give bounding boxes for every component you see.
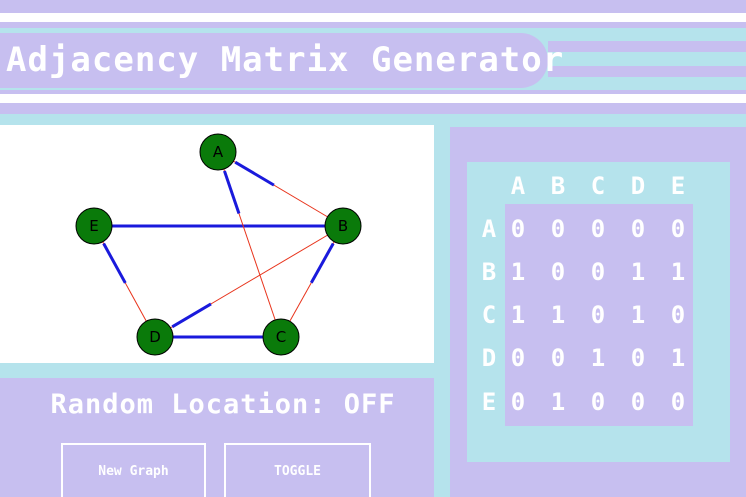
graph-edge-direction-marker	[309, 242, 335, 284]
graph-edge-direction-marker	[102, 242, 127, 284]
graph-edge-direction-marker	[171, 302, 212, 329]
graph-node-label: E	[89, 217, 98, 235]
header-stripe	[0, 90, 746, 94]
graph-node-e[interactable]: E	[75, 207, 113, 245]
random-location-status: Random Location: OFF	[50, 389, 396, 420]
header-stripe	[0, 13, 746, 22]
graph-node-circle[interactable]	[262, 318, 300, 356]
header-stripe	[0, 22, 746, 28]
graph-node-circle[interactable]	[324, 207, 362, 245]
graph-node-label: D	[149, 328, 161, 346]
matrix-cells-background	[505, 204, 693, 426]
graph-node-c[interactable]: C	[262, 318, 300, 356]
graph-node-b[interactable]: B	[324, 207, 362, 245]
graph-node-circle[interactable]	[199, 133, 237, 171]
graph-canvas[interactable]: A B C D E	[0, 125, 434, 363]
graph-node-label: A	[213, 143, 224, 161]
graph-node-label: B	[338, 217, 348, 235]
graph-node-d[interactable]: D	[136, 318, 174, 356]
title-deco-stripe	[548, 66, 746, 77]
app-title: Adjacency Matrix Generator	[6, 40, 565, 80]
graph-node-circle[interactable]	[136, 318, 174, 356]
title-pill	[0, 33, 548, 88]
header-stripe	[0, 94, 746, 103]
graph-edge-direction-marker	[223, 170, 241, 215]
graph-node-label: C	[276, 328, 286, 346]
header-band	[0, 0, 746, 13]
title-deco-stripe	[548, 41, 746, 52]
toggle-button[interactable]: TOGGLE	[224, 443, 371, 497]
graph-edge-direction-marker	[234, 160, 275, 187]
graph-node-a[interactable]: A	[199, 133, 237, 171]
new-graph-button[interactable]: New Graph	[61, 443, 206, 497]
graph-node-circle[interactable]	[75, 207, 113, 245]
header-stripe	[0, 103, 746, 114]
